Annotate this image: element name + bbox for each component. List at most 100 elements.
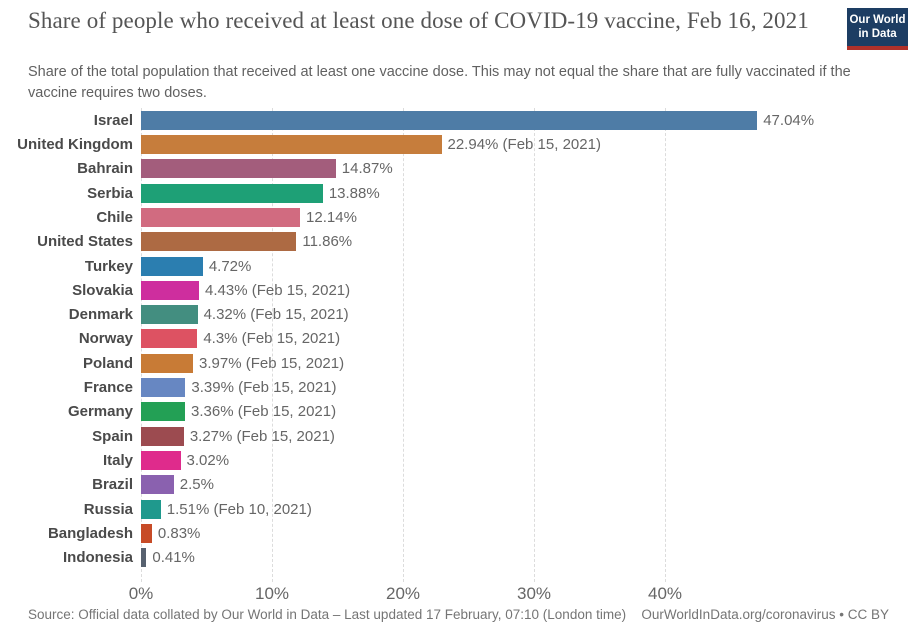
bar-row: Serbia 13.88% bbox=[0, 181, 917, 205]
bar-row: Slovakia 4.43% (Feb 15, 2021) bbox=[0, 278, 917, 302]
bar-chart: Israel 47.04% United Kingdom 22.94% (Feb 15… bbox=[0, 108, 917, 604]
bar-row: Israel 47.04% bbox=[0, 108, 917, 132]
bar-plot-area: 4.43% (Feb 15, 2021) bbox=[141, 280, 917, 300]
bar-plot-area: 14.87% bbox=[141, 159, 917, 179]
bar-rect[interactable] bbox=[141, 499, 161, 519]
bar-value-label: 22.94% (Feb 15, 2021) bbox=[447, 135, 601, 153]
bar-row: Bangladesh 0.83% bbox=[0, 521, 917, 545]
x-axis-tick-label: 40% bbox=[647, 584, 683, 603]
bar-rect[interactable] bbox=[141, 305, 198, 325]
x-axis-tick-label: 0% bbox=[128, 584, 154, 603]
bar-rect[interactable] bbox=[141, 548, 147, 568]
country-label: Serbia bbox=[87, 184, 133, 202]
bar-rect[interactable] bbox=[141, 378, 186, 398]
bar-value-label: 3.27% (Feb 15, 2021) bbox=[189, 427, 335, 445]
bar-value-label: 0.41% bbox=[152, 549, 195, 567]
bar-rect[interactable] bbox=[141, 475, 174, 495]
bar-plot-area: 3.36% (Feb 15, 2021) bbox=[141, 402, 917, 422]
bar-value-label: 4.32% (Feb 15, 2021) bbox=[203, 306, 349, 324]
bar-row: Turkey 4.72% bbox=[0, 254, 917, 278]
bar-rect[interactable] bbox=[141, 353, 193, 373]
bar-value-label: 47.04% bbox=[763, 111, 815, 129]
country-label: Poland bbox=[82, 354, 133, 372]
country-label: Israel bbox=[93, 111, 133, 129]
bar-plot-area: 2.5% bbox=[141, 475, 917, 495]
country-label: Slovakia bbox=[72, 281, 133, 299]
bar-row: Italy 3.02% bbox=[0, 448, 917, 472]
bar-value-label: 12.14% bbox=[306, 208, 357, 226]
bar-rect[interactable] bbox=[141, 110, 758, 130]
country-label: Germany bbox=[67, 403, 133, 421]
bar-plot-area: 4.3% (Feb 15, 2021) bbox=[141, 329, 917, 349]
gridline bbox=[403, 108, 404, 582]
bar-row: Denmark 4.32% (Feb 15, 2021) bbox=[0, 303, 917, 327]
owid-logo-line1: Our World bbox=[849, 13, 906, 26]
bar-plot-area: 22.94% (Feb 15, 2021) bbox=[141, 134, 917, 154]
bar-value-label: 1.51% (Feb 10, 2021) bbox=[166, 500, 312, 518]
source-note: Source: Official data collated by Our Wo… bbox=[28, 607, 627, 622]
bar-plot-area: 0.41% bbox=[141, 548, 917, 568]
bar-value-label: 13.88% bbox=[328, 184, 380, 202]
country-label: Italy bbox=[102, 452, 133, 470]
bar-row: Poland 3.97% (Feb 15, 2021) bbox=[0, 351, 917, 375]
country-label: Bangladesh bbox=[47, 524, 133, 542]
owid-logo[interactable]: Our World in Data bbox=[847, 8, 908, 50]
bar-rect[interactable] bbox=[141, 183, 323, 203]
bar-plot-area: 47.04% bbox=[141, 110, 917, 130]
chart-footer: Source: Official data collated by Our Wo… bbox=[28, 607, 889, 622]
bar-value-label: 11.86% bbox=[302, 233, 353, 251]
bar-value-label: 3.97% (Feb 15, 2021) bbox=[199, 354, 345, 372]
country-label: Russia bbox=[83, 500, 133, 518]
bar-value-label: 4.43% (Feb 15, 2021) bbox=[205, 281, 351, 299]
country-label: Denmark bbox=[68, 306, 133, 324]
license-link[interactable]: OurWorldInData.org/coronavirus • CC BY bbox=[641, 607, 889, 622]
bar-value-label: 0.83% bbox=[157, 524, 201, 542]
bar-value-label: 3.39% (Feb 15, 2021) bbox=[191, 379, 337, 397]
bar-rect[interactable] bbox=[141, 280, 200, 300]
bar-rect[interactable] bbox=[141, 232, 297, 252]
bar-rect[interactable] bbox=[141, 207, 301, 227]
bar-row: Spain 3.27% (Feb 15, 2021) bbox=[0, 424, 917, 448]
gridline bbox=[272, 108, 273, 582]
bar-value-label: 14.87% bbox=[341, 160, 393, 178]
bar-value-label: 4.72% bbox=[208, 257, 252, 275]
bar-plot-area: 12.14% bbox=[141, 207, 917, 227]
bar-rect[interactable] bbox=[141, 402, 186, 422]
bar-plot-area: 4.32% (Feb 15, 2021) bbox=[141, 305, 917, 325]
bar-value-label: 4.3% (Feb 15, 2021) bbox=[203, 330, 341, 348]
bar-row: Bahrain 14.87% bbox=[0, 157, 917, 181]
bar-rect[interactable] bbox=[141, 256, 203, 276]
bar-rect[interactable] bbox=[141, 426, 184, 446]
gridline bbox=[534, 108, 535, 582]
country-label: United Kingdom bbox=[17, 135, 133, 153]
bar-plot-area: 3.02% bbox=[141, 451, 917, 471]
bar-row: United Kingdom 22.94% (Feb 15, 2021) bbox=[0, 132, 917, 156]
bar-plot-area: 13.88% bbox=[141, 183, 917, 203]
bar-plot-area: 3.97% (Feb 15, 2021) bbox=[141, 353, 917, 373]
bar-row: Indonesia 0.41% bbox=[0, 546, 917, 570]
bar-value-label: 3.36% (Feb 15, 2021) bbox=[191, 403, 337, 421]
bar-rect[interactable] bbox=[141, 329, 198, 349]
bar-row: France 3.39% (Feb 15, 2021) bbox=[0, 375, 917, 399]
owid-logo-line2: in Data bbox=[858, 28, 897, 40]
country-label: Indonesia bbox=[62, 549, 133, 567]
bar-rect[interactable] bbox=[141, 523, 152, 543]
country-label: France bbox=[83, 379, 133, 397]
x-axis-tick-label: 20% bbox=[385, 584, 421, 603]
country-label: Chile bbox=[96, 208, 133, 226]
x-axis-tick-label: 30% bbox=[516, 584, 552, 603]
bar-rect[interactable] bbox=[141, 159, 336, 179]
bar-rows: Israel 47.04% United Kingdom 22.94% (Feb 15… bbox=[0, 108, 917, 570]
bar-plot-area: 0.83% bbox=[141, 523, 917, 543]
bar-plot-area: 4.72% bbox=[141, 256, 917, 276]
bar-rect[interactable] bbox=[141, 134, 442, 154]
bar-plot-area: 11.86% bbox=[141, 232, 917, 252]
country-label: Bahrain bbox=[77, 160, 133, 178]
bar-plot-area: 3.27% (Feb 15, 2021) bbox=[141, 426, 917, 446]
chart-subtitle: Share of the total population that recei… bbox=[28, 64, 851, 102]
country-label: Spain bbox=[92, 427, 133, 445]
bar-plot-area: 1.51% (Feb 10, 2021) bbox=[141, 499, 917, 519]
x-axis: 0% 10% 20% 30% 40% bbox=[0, 584, 917, 606]
bar-rect[interactable] bbox=[141, 451, 181, 471]
